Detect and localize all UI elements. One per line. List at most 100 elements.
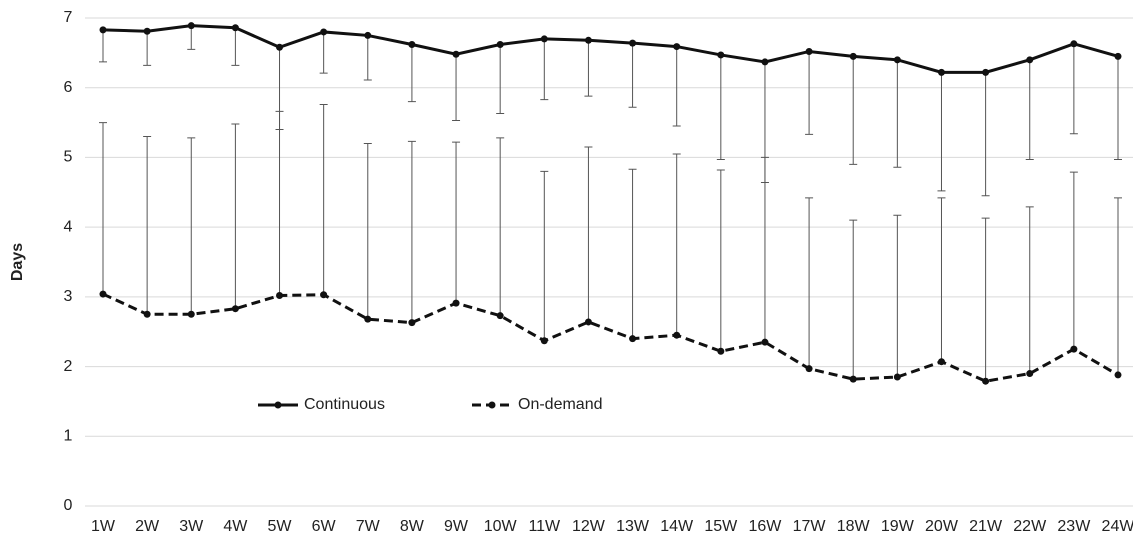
error-bar xyxy=(805,197,814,369)
series-line xyxy=(102,292,1119,383)
error-bar xyxy=(893,214,902,378)
x-tick-label: 7W xyxy=(356,518,381,535)
error-bar xyxy=(760,156,769,343)
legend-label: Continuous xyxy=(304,396,385,413)
y-tick-label: 5 xyxy=(64,149,73,166)
error-bar xyxy=(937,72,946,192)
error-bar xyxy=(363,142,372,320)
error-bar xyxy=(672,46,681,127)
error-bar xyxy=(981,72,990,197)
error-bar xyxy=(805,51,814,135)
point xyxy=(849,52,857,60)
y-tick-label: 1 xyxy=(64,428,73,445)
x-tick-label: 1W xyxy=(91,518,116,535)
x-tick-label: 13W xyxy=(616,518,650,535)
x-tick-label: 22W xyxy=(1013,518,1047,535)
x-tick-label: 8W xyxy=(400,518,425,535)
point xyxy=(231,305,239,313)
error-bar xyxy=(628,43,637,108)
y-tick-label: 2 xyxy=(64,358,73,375)
x-tick-label: 21W xyxy=(969,518,1003,535)
point xyxy=(761,338,769,346)
error-bar xyxy=(187,137,196,315)
x-tick-label: 11W xyxy=(528,518,561,535)
error-bar xyxy=(1114,197,1122,375)
y-tick-label: 0 xyxy=(64,497,73,514)
error-bar xyxy=(319,103,328,295)
x-tick-label: 17W xyxy=(793,518,827,535)
x-tick-label: 14W xyxy=(660,518,694,535)
point xyxy=(761,58,769,66)
point xyxy=(187,22,195,30)
point xyxy=(1070,40,1078,48)
point xyxy=(452,299,460,307)
point xyxy=(1070,345,1078,353)
x-tick-label: 18W xyxy=(837,518,871,535)
point xyxy=(99,290,107,298)
error-bar xyxy=(1025,206,1034,374)
x-tick-label: 6W xyxy=(312,518,337,535)
x-tick-label: 5W xyxy=(268,518,293,535)
point xyxy=(584,318,592,326)
point xyxy=(408,40,416,48)
error-bar xyxy=(99,122,107,295)
error-bar xyxy=(187,25,196,50)
error-bar xyxy=(716,169,725,352)
legend-label: On-demand xyxy=(518,396,603,413)
point xyxy=(982,377,990,385)
x-tick-label: 4W xyxy=(223,518,248,535)
y-tick-label: 4 xyxy=(64,218,73,235)
error-bar xyxy=(231,27,240,66)
point xyxy=(937,68,945,76)
x-tick-label: 2W xyxy=(135,518,160,535)
error-bar xyxy=(628,168,637,339)
y-tick-label: 3 xyxy=(64,288,73,305)
x-tick-label: 24W xyxy=(1102,518,1133,535)
point xyxy=(1114,371,1122,379)
error-bar xyxy=(319,31,328,74)
point xyxy=(584,36,592,44)
point xyxy=(231,24,239,32)
error-bar xyxy=(1114,56,1122,161)
error-bar xyxy=(407,140,416,323)
error-bar xyxy=(672,153,681,336)
error-bar xyxy=(363,35,372,81)
x-tick-label: 20W xyxy=(925,518,959,535)
point xyxy=(717,347,725,355)
point xyxy=(849,375,857,383)
point xyxy=(805,365,813,373)
point xyxy=(99,26,107,34)
point xyxy=(496,312,504,320)
error-bar xyxy=(584,146,593,322)
point xyxy=(629,39,637,47)
error-bar xyxy=(143,136,152,315)
error-bar xyxy=(716,54,725,161)
error-bar xyxy=(231,123,240,309)
point xyxy=(717,51,725,59)
error-bar xyxy=(849,56,858,165)
error-bar xyxy=(540,38,549,101)
y-tick-label: 6 xyxy=(64,79,73,96)
point xyxy=(276,43,284,51)
error-bar xyxy=(849,219,858,380)
y-tick-label: 7 xyxy=(64,9,73,26)
point xyxy=(982,68,990,76)
x-tick-label: 9W xyxy=(444,518,469,535)
x-tick-label: 15W xyxy=(704,518,738,535)
point xyxy=(452,50,460,58)
point xyxy=(143,310,151,318)
point xyxy=(673,331,681,339)
point xyxy=(1026,56,1034,64)
x-tick-label: 10W xyxy=(484,518,518,535)
series-line xyxy=(102,24,1119,74)
point xyxy=(540,337,548,345)
error-bar xyxy=(407,44,416,103)
error-bar xyxy=(143,31,152,66)
error-bar xyxy=(937,197,946,362)
point xyxy=(364,315,372,323)
x-tick-label: 3W xyxy=(179,518,204,535)
x-tick-label: 19W xyxy=(881,518,915,535)
error-bar xyxy=(1069,43,1078,135)
point xyxy=(143,27,151,35)
